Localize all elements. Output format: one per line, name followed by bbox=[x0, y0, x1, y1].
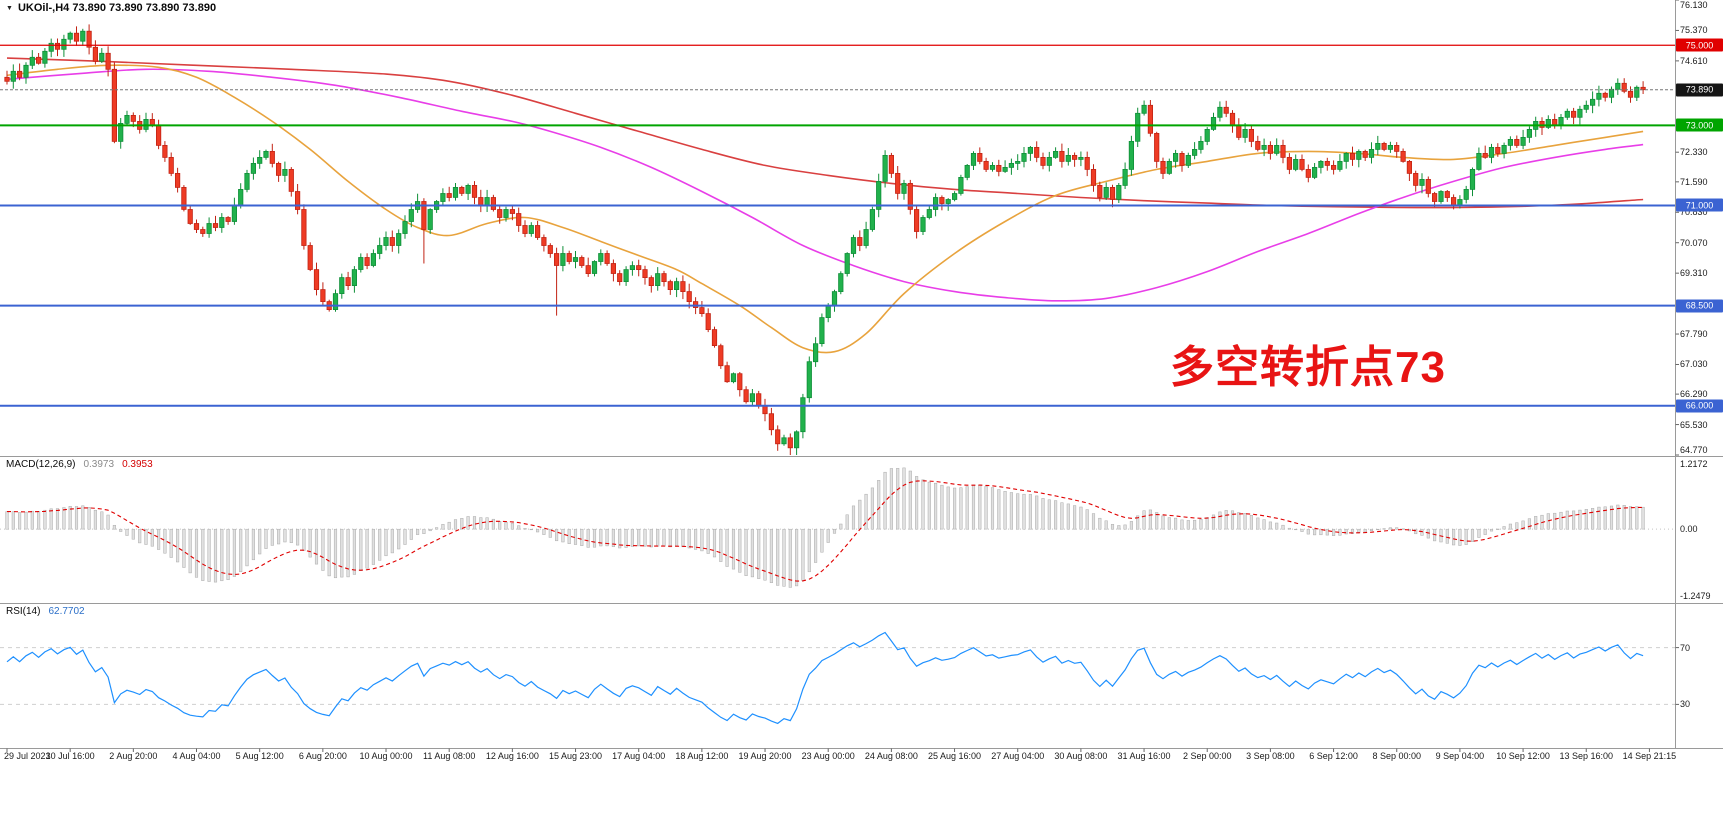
horizontal-level-lines[interactable] bbox=[0, 44, 1675, 407]
ma-line-slow-red bbox=[6, 57, 1644, 209]
rsi-header: RSI(14) 62.7702 bbox=[6, 606, 85, 617]
ma-line-fast-orange bbox=[6, 64, 1644, 354]
macd-value-signal: 0.3953 bbox=[122, 459, 153, 470]
symbol-ohlc-text: UKOil-,H4 73.890 73.890 73.890 73.890 bbox=[17, 2, 217, 14]
rsi-value: 62.7702 bbox=[48, 606, 85, 617]
ma-line-mid-magenta bbox=[6, 68, 1644, 302]
rsi-label: RSI(14) bbox=[6, 606, 41, 617]
macd-label: MACD(12,26,9) bbox=[6, 459, 76, 470]
macd-histogram bbox=[5, 467, 1645, 588]
collapse-triangle-icon[interactable]: ▼ bbox=[6, 4, 13, 12]
chart-canvas[interactable] bbox=[0, 0, 1723, 780]
chart-text-annotation[interactable]: 多空转折点73 bbox=[1170, 343, 1446, 392]
symbol-header: ▼ UKOil-,H4 73.890 73.890 73.890 73.890 bbox=[6, 2, 216, 14]
macd-header: MACD(12,26,9) 0.3973 0.3953 bbox=[6, 459, 153, 470]
macd-value-main: 0.3973 bbox=[83, 459, 115, 470]
rsi-line bbox=[6, 631, 1644, 725]
macd-signal-line bbox=[7, 480, 1644, 582]
moving-average-lines bbox=[6, 57, 1644, 354]
